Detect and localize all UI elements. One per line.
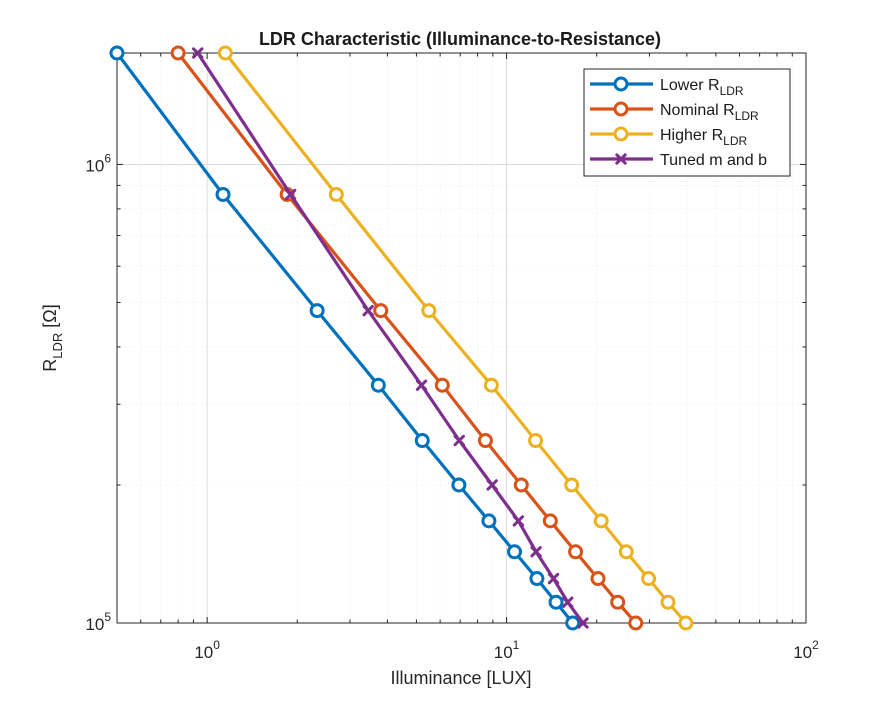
- legend-label-sub: LDR: [720, 84, 744, 98]
- legend-item-4: Tuned m and b: [590, 152, 767, 169]
- data-point: [660, 594, 676, 610]
- data-point: [577, 617, 589, 629]
- legend-label-name: Tuned m and b: [660, 152, 767, 169]
- data-point: [678, 615, 694, 631]
- data-point: [481, 513, 497, 529]
- data-point: [284, 188, 297, 201]
- y-tick-label: 106: [85, 151, 111, 175]
- y-axis-label: RLDR [Ω]: [40, 304, 65, 371]
- data-point: [451, 477, 467, 493]
- series-line: [115, 52, 574, 625]
- data-point: [513, 477, 529, 493]
- x-tick-label-exp: 1: [513, 638, 520, 652]
- legend-marker: [613, 126, 629, 142]
- data-point: [109, 45, 125, 61]
- legend-marker: [613, 76, 629, 92]
- y-tick-label-exp: 6: [104, 151, 111, 165]
- data-point: [564, 477, 580, 493]
- data-point: [192, 47, 204, 59]
- data-point: [618, 544, 634, 560]
- data-point: [565, 615, 581, 631]
- data-point: [512, 515, 525, 527]
- legend-marker: [615, 153, 627, 165]
- data-point: [486, 479, 498, 491]
- legend-label-sub: LDR: [723, 134, 747, 148]
- y-tick-label-base: 10: [85, 156, 104, 175]
- data-point: [453, 434, 465, 447]
- data-point: [477, 433, 493, 449]
- data-point: [414, 433, 430, 449]
- series-3: [217, 45, 694, 631]
- legend-item-3: Higher RLDR: [590, 126, 747, 148]
- series-4: [192, 47, 589, 629]
- data-point: [362, 304, 374, 317]
- legend-label-sub: LDR: [735, 109, 759, 123]
- data-point: [628, 615, 644, 631]
- x-tick-label: 102: [793, 638, 819, 662]
- legend-label-name: Nominal R: [660, 102, 735, 119]
- data-point: [590, 571, 606, 587]
- legend-label: Tuned m and b: [660, 152, 767, 169]
- x-tick-label-exp: 2: [812, 638, 819, 652]
- data-point: [507, 544, 523, 560]
- data-point: [561, 596, 574, 608]
- x-tick-label-base: 10: [194, 643, 213, 662]
- plot-frame: [116, 52, 807, 624]
- data-point: [610, 594, 626, 610]
- data-point: [529, 571, 545, 587]
- series-2: [170, 45, 644, 631]
- legend-marker: [613, 101, 629, 117]
- legend-label-name: Higher R: [660, 127, 723, 144]
- series-line: [176, 52, 637, 625]
- x-tick-label-exp: 0: [213, 638, 220, 652]
- data-point: [170, 45, 186, 61]
- x-tick-label: 100: [194, 638, 220, 662]
- data-point: [528, 433, 544, 449]
- data-point: [217, 45, 233, 61]
- legend-label-name: Lower R: [660, 77, 720, 94]
- y-axis-label-sub: LDR: [50, 333, 65, 359]
- legend-item-2: Nominal RLDR: [590, 101, 759, 123]
- data-point: [542, 513, 558, 529]
- y-tick-label-base: 10: [85, 615, 104, 634]
- data-point: [373, 303, 389, 319]
- data-point: [421, 303, 437, 319]
- data-point: [593, 513, 609, 529]
- data-point: [568, 544, 584, 560]
- data-point: [641, 571, 657, 587]
- legend-item-1: Lower RLDR: [590, 76, 744, 98]
- chart-title: LDR Characteristic (Illuminance-to-Resis…: [259, 29, 661, 49]
- series-1: [109, 45, 581, 631]
- y-axis-label-unit: [Ω]: [40, 304, 60, 332]
- data-point: [370, 377, 386, 393]
- legend-label: Higher RLDR: [660, 127, 747, 148]
- x-tick-label-base: 10: [494, 643, 513, 662]
- series-line: [196, 52, 585, 624]
- x-tick-label-base: 10: [793, 643, 812, 662]
- legend-label: Lower RLDR: [660, 77, 744, 98]
- data-point: [215, 186, 231, 202]
- legend-label: Nominal RLDR: [660, 102, 759, 123]
- y-tick-label-exp: 5: [104, 610, 111, 624]
- data-point: [483, 377, 499, 393]
- data-point: [309, 303, 325, 319]
- data-point: [530, 546, 542, 558]
- series-layer: [109, 45, 694, 631]
- data-point: [415, 379, 428, 391]
- y-tick-label: 105: [85, 610, 111, 634]
- x-axis-label: Illuminance [LUX]: [390, 668, 531, 688]
- data-point: [328, 186, 344, 202]
- x-tick-label: 101: [494, 638, 520, 662]
- y-axis-label-main: R: [40, 359, 60, 372]
- data-point: [547, 572, 560, 585]
- data-point: [434, 377, 450, 393]
- data-point: [548, 594, 564, 610]
